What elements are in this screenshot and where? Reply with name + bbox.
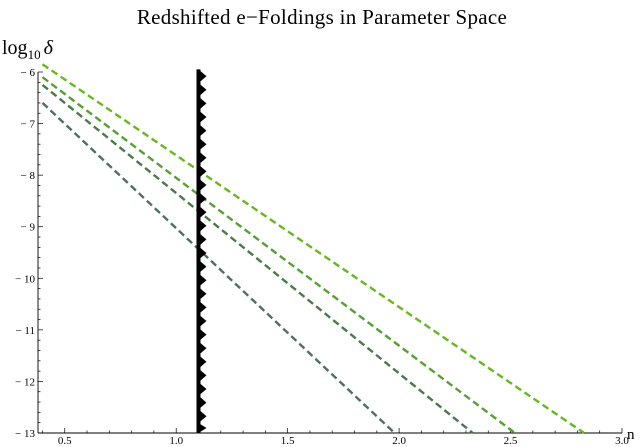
series-group	[41, 63, 585, 434]
boundary-tooth	[198, 341, 207, 355]
x-tick-label: 1.0	[169, 435, 183, 447]
x-tick-label: 2.5	[504, 435, 518, 447]
x-tick-label: 3.0	[615, 435, 629, 447]
series-line-2	[41, 76, 516, 434]
boundary-tooth	[198, 395, 207, 410]
boundary-tooth	[198, 327, 207, 342]
boundary-tooth	[198, 123, 207, 138]
boundary-tooth	[198, 137, 207, 151]
y-tick-label: − 9	[21, 222, 36, 234]
boundary-tooth	[198, 178, 207, 192]
y-tick-label: − 7	[21, 119, 36, 131]
boundary-tooth	[198, 110, 207, 124]
boundary-tooth	[198, 273, 207, 287]
chart-title: Redshifted e−Foldings in Parameter Space	[137, 5, 507, 29]
boundary-tooth	[198, 164, 207, 179]
boundary-tooth	[198, 151, 207, 165]
y-tick-label: − 10	[15, 273, 35, 285]
x-axis-label: n	[627, 427, 635, 443]
y-tick-label: − 6	[21, 67, 36, 79]
boundary-tooth	[198, 300, 207, 315]
y-tick-label: − 8	[21, 170, 36, 182]
series-line-1	[41, 63, 585, 434]
y-tick-label: − 13	[15, 428, 35, 440]
boundary-tooth	[198, 423, 207, 433]
boundary-tooth	[198, 355, 207, 369]
boundary-tooth	[198, 83, 207, 97]
boundary-group	[196, 69, 207, 433]
y-ticks: − 6 − 7 − 8 − 9 − 10 − 11 − 12 − 13	[15, 67, 43, 440]
boundary-tooth	[198, 287, 207, 301]
boundary-tooth	[198, 409, 207, 423]
boundary-tooth	[198, 96, 207, 111]
boundary-tooth	[198, 314, 207, 328]
y-tick-label: − 12	[15, 376, 35, 388]
series-line-3	[41, 83, 474, 434]
y-axis-label: log10 δ	[2, 37, 54, 62]
y-tick-label: − 11	[15, 325, 35, 337]
boundary-tooth	[198, 205, 207, 219]
x-tick-label: 0.5	[58, 435, 72, 447]
x-ticks: 0.5 1.0 1.5 2.0 2.5 3.0	[42, 428, 629, 447]
x-tick-label: 2.0	[392, 435, 406, 447]
series-line-4	[41, 102, 396, 434]
boundary-tooth	[198, 232, 207, 247]
x-tick-label: 1.5	[281, 435, 295, 447]
boundary-tooth	[198, 191, 207, 206]
boundary-tooth	[198, 382, 207, 396]
boundary-tooth	[198, 368, 207, 383]
boundary-tooth	[198, 69, 207, 83]
boundary-tooth	[198, 219, 207, 233]
boundary-tooth	[198, 246, 207, 260]
boundary-tooth	[198, 259, 207, 274]
